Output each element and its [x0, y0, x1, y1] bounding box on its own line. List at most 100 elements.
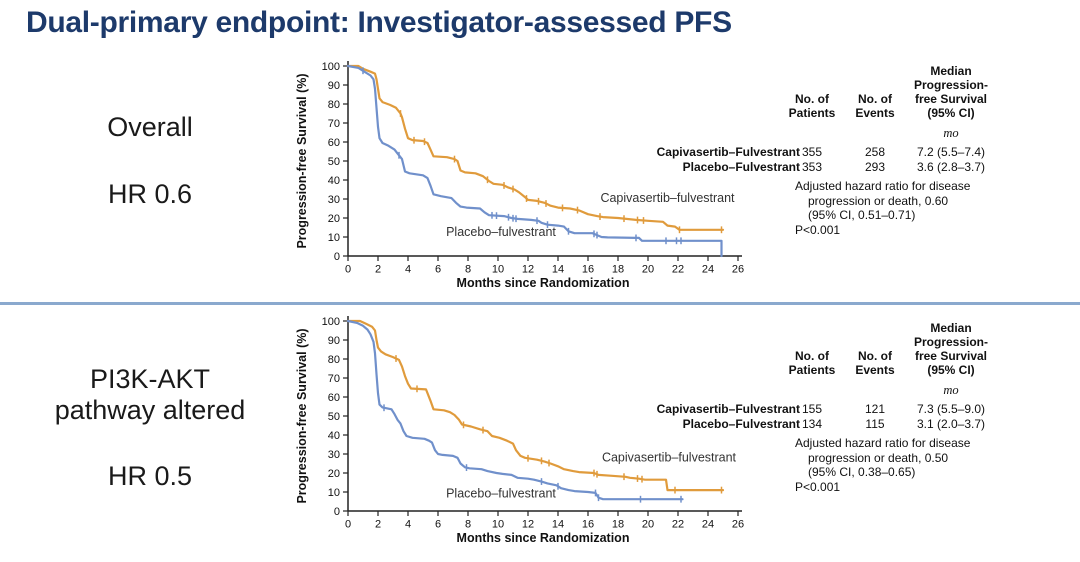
y-tick-label: 90 — [328, 335, 340, 347]
y-tick-label: 10 — [328, 232, 340, 244]
x-axis-label: Months since Randomization — [457, 276, 630, 290]
y-tick-label: 70 — [328, 373, 340, 385]
hazard-ratio-label-pi3k-akt: HR 0.5 — [107, 461, 193, 491]
unit-label: mo — [943, 383, 959, 397]
curve-label-placebo: Placebo–fulvestrant — [446, 225, 556, 239]
x-tick-label: 6 — [435, 264, 441, 276]
y-tick-label: 50 — [328, 411, 340, 423]
curve-label-capivasertib: Capivasertib–fulvestrant — [602, 451, 737, 465]
hazard-ratio-label-overall: HR 0.6 — [107, 179, 193, 209]
row-label: Placebo–Fulvestrant — [682, 417, 800, 431]
x-axis-label: Months since Randomization — [457, 531, 630, 545]
y-tick-label: 60 — [328, 392, 340, 404]
y-tick-label: 0 — [334, 251, 340, 263]
y-axis-label: Progression-free Survival (%) — [295, 328, 309, 503]
col-header-events: No. of Events — [855, 92, 895, 120]
value-median: 7.3 (5.5–9.0) — [916, 402, 986, 416]
y-tick-label: 30 — [328, 449, 340, 461]
x-tick-label: 2 — [375, 519, 381, 531]
x-tick-label: 16 — [582, 519, 594, 531]
stats-table-overall: No. of Patients No. of Events Median Pro… — [640, 58, 1080, 298]
col-header-patients: No. of Patients — [788, 92, 836, 120]
value-median: 3.1 (2.0–3.7) — [916, 417, 986, 431]
subgroup-label-pi3k-akt: PI3K-AKT pathway altered — [54, 364, 246, 425]
y-tick-label: 0 — [334, 506, 340, 518]
hazard-note-line: progression or death, 0.50 — [808, 450, 949, 465]
hazard-note-line: Adjusted hazard ratio for disease — [795, 436, 971, 450]
x-tick-label: 26 — [732, 519, 744, 531]
hazard-ratio-note: Adjusted hazard ratio for disease progre… — [795, 436, 970, 494]
value-patients: 134 — [801, 417, 823, 431]
y-tick-label: 90 — [328, 80, 340, 92]
value-events: 115 — [865, 417, 885, 431]
row-label: Capivasertib–Fulvestrant — [656, 402, 800, 416]
y-tick-label: 70 — [328, 118, 340, 130]
subgroup-label-overall: Overall — [107, 112, 193, 142]
y-tick-label: 30 — [328, 194, 340, 206]
p-value: P<0.001 — [795, 222, 841, 237]
y-tick-label: 80 — [328, 354, 340, 366]
x-tick-label: 12 — [522, 519, 534, 531]
x-tick-label: 26 — [732, 264, 744, 276]
x-tick-label: 18 — [612, 264, 624, 276]
x-tick-label: 4 — [405, 519, 411, 531]
treatment-row-capivasertib: Capivasertib–Fulvestrant 155 121 7.3 (5.… — [640, 402, 1080, 416]
panel-divider — [0, 302, 1080, 305]
value-events: 293 — [864, 160, 886, 174]
unit-label: mo — [943, 126, 959, 140]
x-tick-label: 16 — [582, 264, 594, 276]
treatment-row-placebo: Placebo–Fulvestrant 134 115 3.1 (2.0–3.7… — [640, 417, 1080, 431]
x-tick-label: 14 — [552, 264, 564, 276]
x-tick-label: 2 — [375, 264, 381, 276]
value-median: 3.6 (2.8–3.7) — [916, 160, 986, 174]
value-events: 258 — [864, 145, 886, 159]
x-tick-label: 8 — [465, 264, 471, 276]
km-curve-placebo — [346, 319, 684, 501]
y-tick-label: 20 — [328, 213, 340, 225]
col-header-patients: No. of Patients — [788, 349, 836, 377]
y-tick-label: 50 — [328, 156, 340, 168]
y-tick-label: 10 — [328, 487, 340, 499]
value-events: 121 — [864, 402, 886, 416]
y-tick-label: 100 — [322, 61, 340, 73]
col-header-median: Median Progression- free Survival (95% C… — [913, 64, 988, 120]
y-tick-label: 40 — [328, 430, 340, 442]
hazard-note-line: (95% CI, 0.38–0.65) — [808, 465, 916, 479]
x-tick-label: 18 — [612, 519, 624, 531]
p-value: P<0.001 — [795, 479, 841, 494]
km-chart-pi3k-akt: 0 2 4 6 8 10 12 14 16 18 20 22 24 2601020304050607080… — [295, 316, 744, 545]
y-tick-label: 40 — [328, 175, 340, 187]
x-tick-label: 0 — [345, 519, 351, 531]
row-label: Capivasertib–Fulvestrant — [656, 145, 800, 159]
x-tick-label: 24 — [702, 264, 714, 276]
hazard-note-line: progression or death, 0.60 — [808, 193, 949, 208]
page-title: Dual-primary endpoint: Investigator-asse… — [26, 6, 732, 39]
km-curve-placebo — [346, 64, 723, 258]
treatment-row-placebo: Placebo–Fulvestrant 353 293 3.6 (2.8–3.7… — [640, 160, 1080, 174]
x-tick-label: 6 — [435, 519, 441, 531]
x-tick-label: 20 — [642, 264, 654, 276]
y-axis-label: Progression-free Survival (%) — [295, 73, 309, 248]
x-tick-label: 10 — [492, 264, 504, 276]
value-patients: 355 — [801, 145, 823, 159]
y-tick-label: 80 — [328, 99, 340, 111]
x-tick-label: 4 — [405, 264, 411, 276]
x-tick-label: 10 — [492, 519, 504, 531]
col-header-median: Median Progression- free Survival (95% C… — [913, 321, 988, 377]
y-tick-label: 60 — [328, 137, 340, 149]
km-chart-overall: 0 2 4 6 8 10 12 14 16 18 20 22 24 2601020304050607080… — [295, 61, 744, 290]
x-tick-label: 0 — [345, 264, 351, 276]
treatment-row-capivasertib: Capivasertib–Fulvestrant 355 258 7.2 (5.… — [640, 145, 1080, 159]
stats-table-pi3k-akt: No. of Patients No. of Events Median Pro… — [640, 315, 1080, 555]
x-tick-label: 20 — [642, 519, 654, 531]
x-tick-label: 22 — [672, 264, 684, 276]
y-tick-label: 20 — [328, 468, 340, 480]
curve-label-capivasertib: Capivasertib–fulvestrant — [600, 191, 735, 205]
x-tick-label: 12 — [522, 264, 534, 276]
value-patients: 353 — [801, 160, 823, 174]
hazard-note-line: Adjusted hazard ratio for disease — [795, 179, 971, 193]
x-tick-label: 24 — [702, 519, 714, 531]
col-header-events: No. of Events — [855, 349, 895, 377]
row-label: Placebo–Fulvestrant — [682, 160, 800, 174]
value-median: 7.2 (5.5–7.4) — [916, 145, 986, 159]
